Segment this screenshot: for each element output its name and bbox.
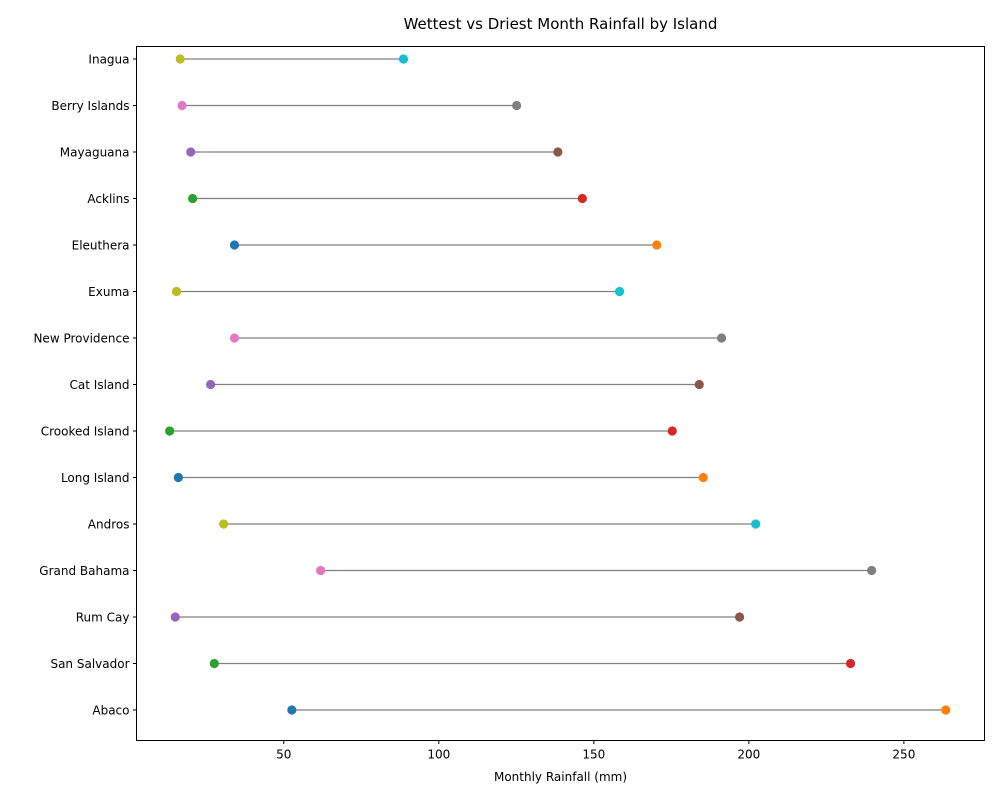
driest-point-rum-cay [170,612,180,622]
driest-point-crooked-island [165,426,175,436]
y-tick-label-long-island: Long Island [61,471,130,485]
y-tick-label-cat-island: Cat Island [70,378,130,392]
driest-point-berry-islands [177,100,187,111]
chart-marks [165,54,951,715]
y-tick-label-grand-bahama: Grand Bahama [39,564,129,578]
wettest-point-acklins [577,193,587,204]
driest-point-grand-bahama [316,565,326,576]
wettest-point-eleuthera [652,240,662,250]
wettest-point-mayaguana [553,147,563,157]
x-tick-label-100: 100 [427,748,450,762]
x-tick-label-50: 50 [276,748,291,762]
x-axis: 50 100 150 200 250 [276,740,915,762]
wettest-point-new-providence [716,333,727,343]
wettest-point-san-salvador [845,658,856,669]
driest-point-exuma [171,286,182,297]
driest-point-inagua [175,54,185,64]
wettest-point-cat-island [694,379,704,390]
x-tick-label-200: 200 [737,748,760,762]
wettest-point-rum-cay [734,612,745,622]
y-tick-label-san-salvador: San Salvador [50,657,129,671]
wettest-point-crooked-island [667,426,677,436]
wettest-point-abaco [941,705,951,715]
x-axis-title: Monthly Rainfall (mm) [494,770,627,784]
y-tick-label-abaco: Abaco [92,703,129,717]
wettest-point-andros [751,519,761,529]
y-tick-label-inagua: Inagua [88,52,129,66]
y-tick-label-exuma: Exuma [88,285,129,299]
driest-point-abaco [287,705,297,715]
driest-point-mayaguana [186,147,196,157]
driest-point-san-salvador [209,658,219,669]
y-tick-label-acklins: Acklins [87,192,129,206]
plot-area-frame [136,46,985,741]
y-tick-label-berry-islands: Berry Islands [51,99,129,113]
y-tick-label-new-providence: New Providence [33,331,129,345]
y-tick-label-crooked-island: Crooked Island [41,424,130,438]
wettest-point-grand-bahama [867,565,877,576]
x-tick-label-150: 150 [582,748,605,762]
x-tick-label-250: 250 [892,748,915,762]
y-tick-label-andros: Andros [88,517,130,531]
driest-point-andros [219,519,229,529]
wettest-point-inagua [398,54,409,64]
y-tick-label-mayaguana: Mayaguana [60,145,130,159]
y-tick-label-rum-cay: Rum Cay [76,610,130,624]
wettest-point-exuma [614,286,625,297]
wettest-point-berry-islands [512,100,522,111]
driest-point-acklins [188,193,198,204]
y-axis: Abaco San Salvador Rum Cay Grand Bahama Andr… [33,52,137,717]
driest-point-eleuthera [229,240,240,250]
driest-point-cat-island [206,379,216,390]
wettest-point-long-island [698,472,708,483]
y-tick-label-eleuthera: Eleuthera [72,238,130,252]
driest-point-new-providence [229,333,240,343]
chart-title: Wettest vs Driest Month Rainfall by Isla… [404,15,718,33]
driest-point-long-island [173,472,183,483]
